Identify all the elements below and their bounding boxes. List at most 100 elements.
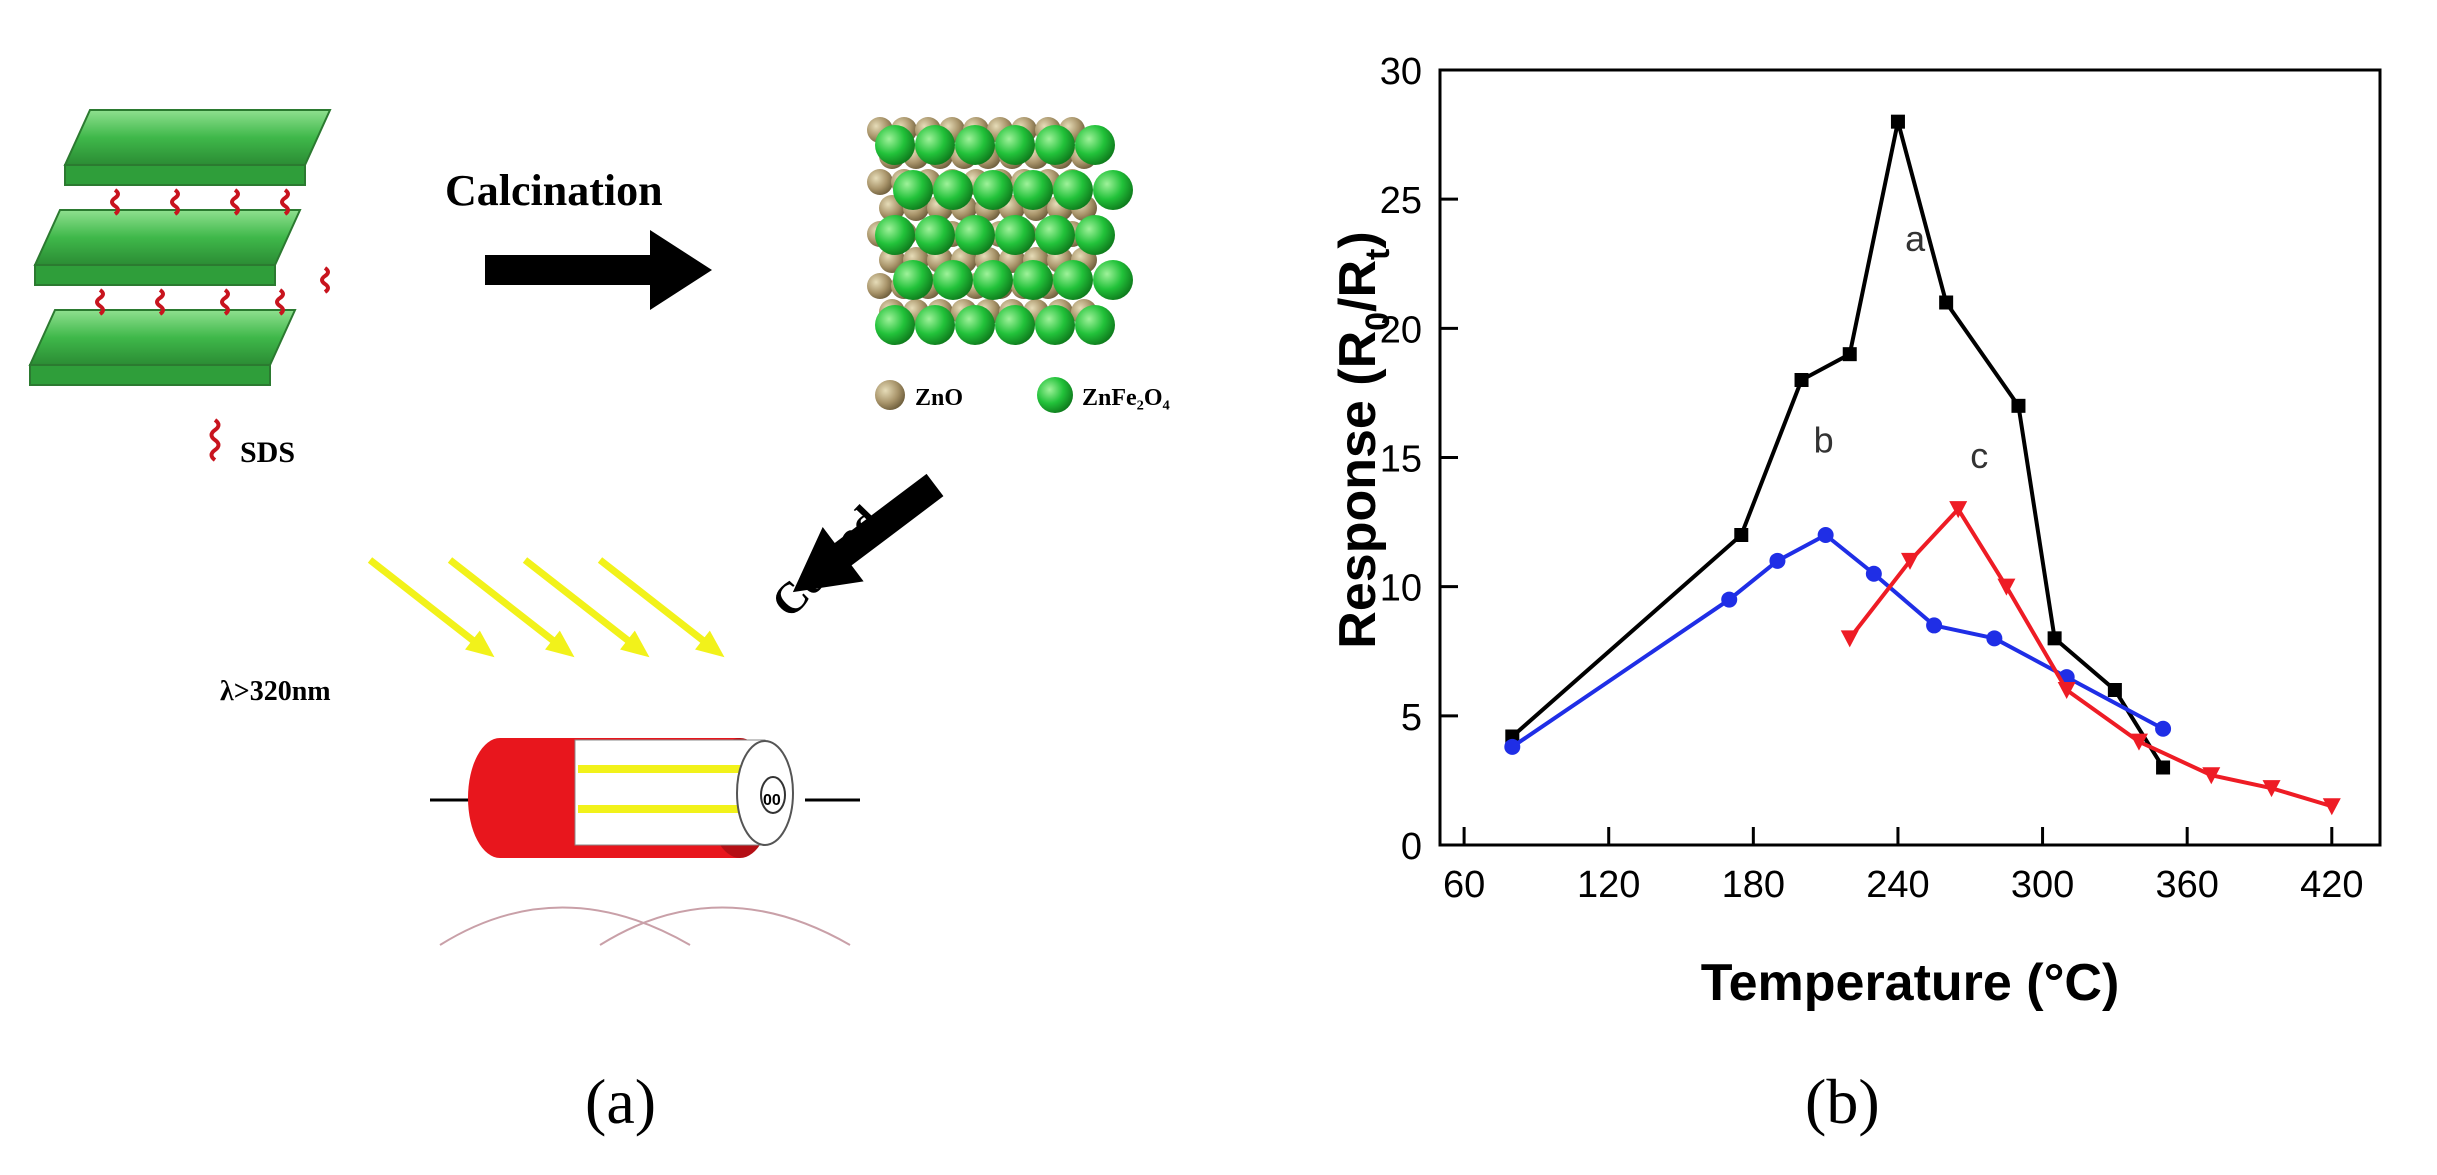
legend-label-znfe2o4: ZnFe₂O₄ bbox=[1082, 385, 1170, 411]
panel-label-a: (a) bbox=[585, 1066, 657, 1137]
x-axis-label: Temperature (°C) bbox=[1701, 954, 2120, 1012]
data-point-a bbox=[1794, 373, 1809, 387]
data-series bbox=[1504, 114, 2341, 816]
znfe2o4-sphere bbox=[1093, 260, 1133, 300]
series-line-c bbox=[1848, 505, 2333, 809]
x-tick-label: 180 bbox=[1722, 864, 1785, 906]
data-point-b bbox=[1865, 565, 1882, 582]
data-point-b bbox=[1926, 617, 1943, 634]
znfe2o4-sphere bbox=[875, 125, 915, 165]
y-axis: 0 5 10 15 20 25 30 bbox=[1380, 51, 1458, 868]
synthesis-schematic: SDS Calcination ZnO ZnFe₂O₄ Coated λ>320… bbox=[28, 109, 1170, 946]
uv-light-rays bbox=[367, 557, 725, 658]
data-point-c bbox=[2057, 682, 2076, 699]
znfe2o4-sphere bbox=[915, 305, 955, 345]
svg-text:00: 00 bbox=[763, 792, 781, 809]
data-point-a bbox=[2047, 631, 2062, 646]
data-point-c bbox=[2129, 733, 2148, 751]
x-tick-label: 420 bbox=[2300, 864, 2363, 906]
sds-legend-icon bbox=[209, 418, 221, 462]
layered-precursor bbox=[28, 109, 332, 386]
x-axis: 60 120 180 240 300 360 420 bbox=[1443, 827, 2363, 906]
data-point-c bbox=[1901, 552, 1919, 570]
znfe2o4-sphere bbox=[875, 215, 915, 255]
legend-label-zno: ZnO bbox=[915, 385, 963, 411]
znfe2o4-sphere bbox=[1075, 125, 1115, 165]
data-point-b bbox=[1986, 630, 2003, 647]
panel-label-b: (b) bbox=[1805, 1066, 1880, 1137]
znfe2o4-sphere bbox=[893, 170, 933, 210]
calcination-arrow bbox=[485, 230, 712, 310]
znfe2o4-sphere bbox=[893, 260, 933, 300]
y-tick-label: 0 bbox=[1401, 826, 1422, 868]
data-point-c bbox=[1997, 578, 2016, 596]
data-point-a bbox=[2011, 398, 2026, 413]
data-point-a bbox=[1505, 729, 1520, 744]
lds-layer bbox=[63, 109, 332, 186]
series-label-a: a bbox=[1905, 218, 1926, 259]
data-point-a bbox=[2156, 760, 2171, 775]
data-point-c bbox=[1840, 630, 1859, 648]
znfe2o4-sphere bbox=[995, 125, 1035, 165]
sds-molecules bbox=[95, 188, 330, 316]
data-point-b bbox=[2058, 669, 2075, 686]
znfe2o4-sphere bbox=[955, 125, 995, 165]
zno-sphere bbox=[867, 273, 893, 299]
data-point-a bbox=[1939, 295, 1954, 310]
y-axis-label: Response (R0/Rt) bbox=[1329, 231, 1397, 648]
znfe2o4-sphere bbox=[995, 305, 1035, 345]
znfe2o4-sphere bbox=[973, 170, 1013, 210]
y-tick-label: 25 bbox=[1380, 180, 1422, 222]
znfe2o4-sphere bbox=[1075, 305, 1115, 345]
y-tick-label: 5 bbox=[1401, 697, 1422, 739]
data-point-c bbox=[2322, 798, 2341, 816]
znfe2o4-sphere bbox=[955, 215, 995, 255]
coated-arrow bbox=[792, 473, 944, 593]
znfe2o4-sphere bbox=[1013, 260, 1053, 300]
series-label-b: b bbox=[1814, 419, 1834, 460]
znfe2o4-sphere bbox=[1013, 170, 1053, 210]
znfe2o4-sphere bbox=[1093, 170, 1133, 210]
wavelength-label: λ>320nm bbox=[220, 676, 331, 707]
y-tick-label: 15 bbox=[1380, 439, 1422, 481]
calcination-label: Calcination bbox=[445, 166, 663, 215]
zno-sphere-icon bbox=[875, 380, 905, 410]
sds-label: SDS bbox=[240, 436, 295, 469]
znfe2o4-sphere bbox=[915, 125, 955, 165]
x-tick-label: 300 bbox=[2011, 864, 2074, 906]
y-tick-label: 10 bbox=[1380, 568, 1422, 610]
legend-zno: ZnO bbox=[875, 380, 963, 411]
lds-layer bbox=[33, 209, 302, 286]
znfe2o4-sphere bbox=[1075, 215, 1115, 255]
series-label-c: c bbox=[1970, 435, 1988, 476]
znfe2o4-sphere bbox=[995, 215, 1035, 255]
znfe2o4-sphere bbox=[1035, 305, 1075, 345]
gas-sensor-device: 00 bbox=[430, 738, 860, 946]
znfe2o4-sphere bbox=[1053, 260, 1093, 300]
znfe2o4-sphere-icon bbox=[1037, 377, 1073, 413]
y-tick-label: 30 bbox=[1380, 51, 1422, 93]
znfe2o4-sphere bbox=[933, 170, 973, 210]
data-point-a bbox=[1734, 528, 1749, 542]
data-point-c bbox=[2202, 767, 2221, 785]
znfe2o4-sphere bbox=[1053, 170, 1093, 210]
znfe2o4-sphere bbox=[1035, 125, 1075, 165]
znfe2o4-sphere bbox=[973, 260, 1013, 300]
x-tick-label: 60 bbox=[1443, 864, 1485, 906]
znfe2o4-sphere bbox=[1035, 215, 1075, 255]
series-labels: a b c bbox=[1814, 218, 1989, 476]
data-point-c bbox=[1949, 501, 1968, 519]
data-point-a bbox=[1842, 347, 1857, 362]
data-point-b bbox=[2155, 720, 2172, 737]
x-tick-label: 240 bbox=[1866, 864, 1929, 906]
data-point-a bbox=[1890, 114, 1905, 129]
x-tick-label: 120 bbox=[1577, 864, 1640, 906]
data-point-a bbox=[2107, 683, 2122, 697]
y-tick-label: 20 bbox=[1380, 309, 1422, 351]
znfe2o4-sphere bbox=[933, 260, 973, 300]
znfe2o4-sphere bbox=[875, 305, 915, 345]
svg-text:Response (R0/Rt): Response (R0/Rt) bbox=[1329, 231, 1397, 648]
data-point-c bbox=[2262, 780, 2281, 798]
legend-znfe2o4: ZnFe₂O₄ bbox=[1037, 377, 1170, 413]
data-point-b bbox=[1721, 591, 1738, 608]
